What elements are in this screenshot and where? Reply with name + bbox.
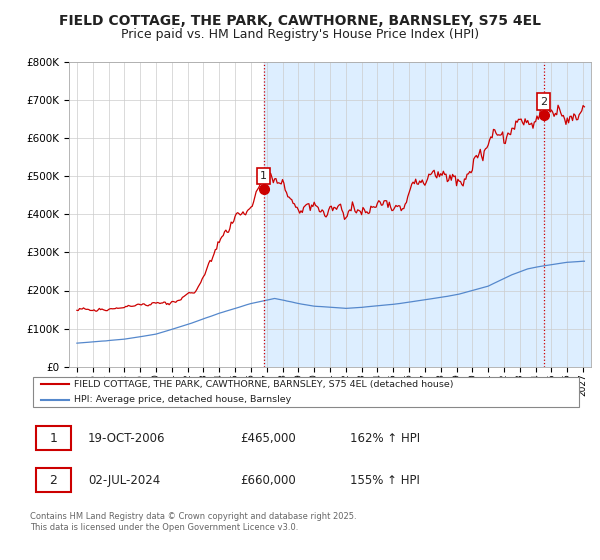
FancyBboxPatch shape — [35, 427, 71, 450]
Text: FIELD COTTAGE, THE PARK, CAWTHORNE, BARNSLEY, S75 4EL: FIELD COTTAGE, THE PARK, CAWTHORNE, BARN… — [59, 14, 541, 28]
FancyBboxPatch shape — [35, 468, 71, 492]
FancyBboxPatch shape — [33, 376, 579, 408]
Text: 19-OCT-2006: 19-OCT-2006 — [88, 432, 166, 445]
Text: 2: 2 — [50, 474, 58, 487]
Text: £465,000: £465,000 — [240, 432, 296, 445]
Text: 155% ↑ HPI: 155% ↑ HPI — [350, 474, 420, 487]
Bar — [263, 62, 591, 367]
Text: 1: 1 — [260, 171, 267, 181]
Text: Contains HM Land Registry data © Crown copyright and database right 2025.
This d: Contains HM Land Registry data © Crown c… — [30, 512, 356, 532]
Text: £660,000: £660,000 — [240, 474, 296, 487]
Text: 02-JUL-2024: 02-JUL-2024 — [88, 474, 160, 487]
Text: 2: 2 — [540, 97, 547, 106]
Text: FIELD COTTAGE, THE PARK, CAWTHORNE, BARNSLEY, S75 4EL (detached house): FIELD COTTAGE, THE PARK, CAWTHORNE, BARN… — [74, 380, 454, 389]
Text: 1: 1 — [50, 432, 58, 445]
Text: Price paid vs. HM Land Registry's House Price Index (HPI): Price paid vs. HM Land Registry's House … — [121, 28, 479, 41]
Text: HPI: Average price, detached house, Barnsley: HPI: Average price, detached house, Barn… — [74, 395, 292, 404]
Text: 162% ↑ HPI: 162% ↑ HPI — [350, 432, 420, 445]
